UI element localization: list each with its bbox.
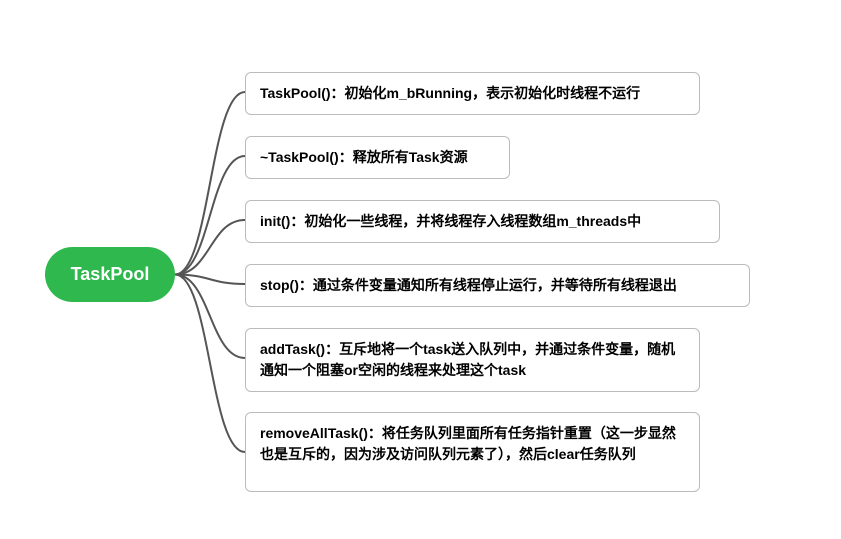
edge-n5 bbox=[175, 275, 245, 359]
edge-n2 bbox=[175, 156, 245, 275]
root-node: TaskPool bbox=[45, 247, 175, 302]
child-node-n2: ~TaskPool()：释放所有Task资源 bbox=[245, 136, 510, 179]
edge-n6 bbox=[175, 275, 245, 453]
child-label: TaskPool()：初始化m_bRunning，表示初始化时线程不运行 bbox=[260, 85, 640, 101]
child-label: removeAllTask()：将任务队列里面所有任务指针重置（这一步显然也是互… bbox=[260, 425, 676, 462]
child-node-n4: stop()：通过条件变量通知所有线程停止运行，并等待所有线程退出 bbox=[245, 264, 750, 307]
child-label: ~TaskPool()：释放所有Task资源 bbox=[260, 149, 468, 165]
child-node-n3: init()：初始化一些线程，并将线程存入线程数组m_threads中 bbox=[245, 200, 720, 243]
child-label: addTask()：互斥地将一个task送入队列中，并通过条件变量，随机通知一个… bbox=[260, 341, 675, 378]
child-node-n6: removeAllTask()：将任务队列里面所有任务指针重置（这一步显然也是互… bbox=[245, 412, 700, 492]
child-node-n1: TaskPool()：初始化m_bRunning，表示初始化时线程不运行 bbox=[245, 72, 700, 115]
child-label: init()：初始化一些线程，并将线程存入线程数组m_threads中 bbox=[260, 213, 641, 229]
child-node-n5: addTask()：互斥地将一个task送入队列中，并通过条件变量，随机通知一个… bbox=[245, 328, 700, 392]
root-label: TaskPool bbox=[71, 264, 150, 285]
edge-n3 bbox=[175, 220, 245, 275]
child-label: stop()：通过条件变量通知所有线程停止运行，并等待所有线程退出 bbox=[260, 277, 677, 293]
